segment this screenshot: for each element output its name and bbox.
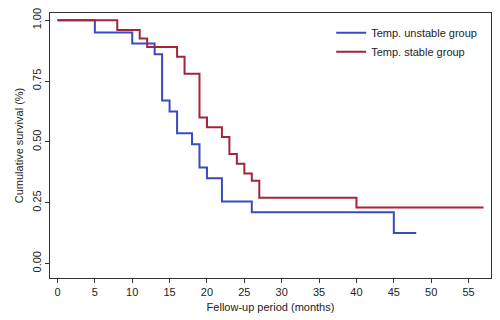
svg-text:0.25: 0.25 — [31, 190, 43, 211]
svg-text:Temp. stable group: Temp. stable group — [371, 46, 465, 58]
svg-text:0.50: 0.50 — [31, 129, 43, 150]
svg-text:25: 25 — [238, 286, 250, 298]
svg-text:1.00: 1.00 — [31, 8, 43, 29]
svg-text:10: 10 — [126, 286, 138, 298]
svg-text:20: 20 — [201, 286, 213, 298]
svg-text:30: 30 — [276, 286, 288, 298]
svg-text:40: 40 — [350, 286, 362, 298]
svg-text:Temp. unstable group: Temp. unstable group — [371, 27, 477, 39]
svg-text:15: 15 — [163, 286, 175, 298]
svg-text:0: 0 — [54, 286, 60, 298]
svg-text:35: 35 — [313, 286, 325, 298]
svg-text:0.75: 0.75 — [31, 69, 43, 90]
svg-text:0.00: 0.00 — [31, 251, 43, 272]
svg-text:5: 5 — [92, 286, 98, 298]
svg-text:50: 50 — [425, 286, 437, 298]
svg-text:45: 45 — [388, 286, 400, 298]
svg-text:Cumulative survival (%): Cumulative survival (%) — [13, 88, 25, 204]
svg-text:Fellow-up period (months): Fellow-up period (months) — [207, 301, 335, 313]
svg-text:55: 55 — [462, 286, 474, 298]
